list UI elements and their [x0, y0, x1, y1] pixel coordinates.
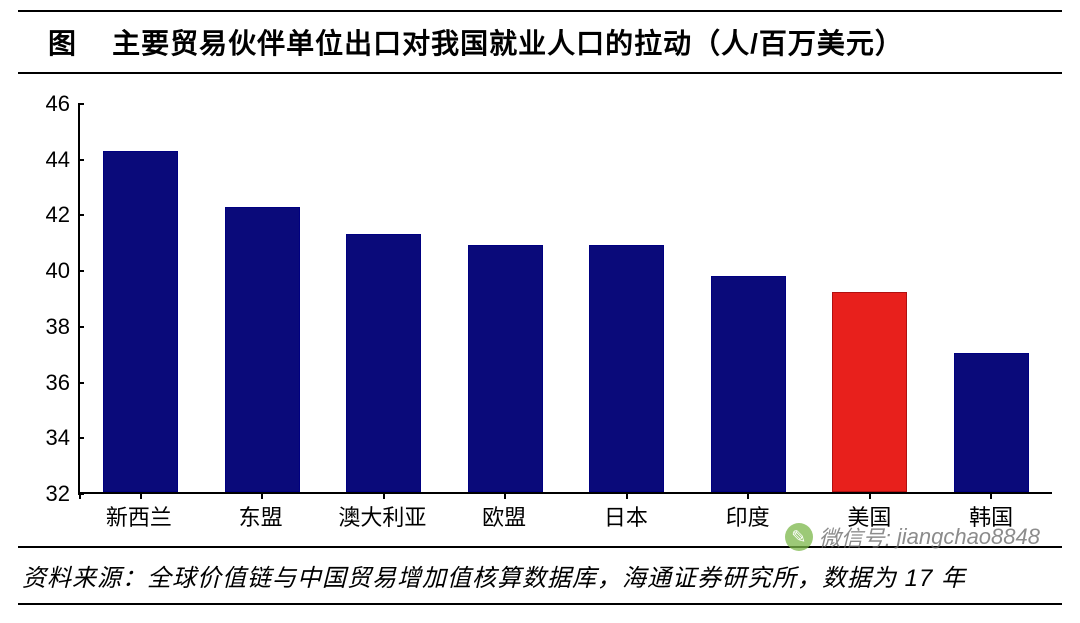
bar — [225, 207, 300, 492]
x-tick-label: 东盟 — [200, 494, 322, 534]
bar-slot — [80, 104, 202, 492]
bar-slot — [202, 104, 324, 492]
y-tick-label: 46 — [46, 91, 70, 117]
plot-area — [78, 104, 1052, 494]
y-axis: 3234363840424446 — [18, 104, 78, 494]
bar-slot — [445, 104, 567, 492]
bar — [103, 151, 178, 492]
footer-text: 资料来源：全球价值链与中国贸易增加值核算数据库，海通证券研究所，数据为 17 年 — [22, 565, 966, 592]
bar — [346, 234, 421, 492]
x-tick-label: 韩国 — [930, 494, 1052, 534]
bar — [832, 292, 907, 492]
bar-slot — [688, 104, 810, 492]
y-tick-label: 42 — [46, 202, 70, 228]
chart-title-block: 图 主要贸易伙伴单位出口对我国就业人口的拉动（人/百万美元） — [18, 10, 1062, 74]
y-tick-label: 44 — [46, 147, 70, 173]
y-tick-label: 38 — [46, 314, 70, 340]
x-tick-label: 印度 — [687, 494, 809, 534]
source-footnote: 资料来源：全球价值链与中国贸易增加值核算数据库，海通证券研究所，数据为 17 年 — [18, 546, 1062, 605]
bar-slot — [566, 104, 688, 492]
y-tick-label: 34 — [46, 425, 70, 451]
y-tick-label: 40 — [46, 258, 70, 284]
bar-slot — [931, 104, 1053, 492]
bar — [468, 245, 543, 492]
bars-container — [80, 104, 1052, 492]
bar — [711, 276, 786, 492]
bar-slot — [809, 104, 931, 492]
chart-area: 3234363840424446 新西兰东盟澳大利亚欧盟日本印度美国韩国 — [18, 104, 1062, 534]
bar-slot — [323, 104, 445, 492]
x-tick-label: 日本 — [565, 494, 687, 534]
x-tick-label: 澳大利亚 — [322, 494, 444, 534]
bar — [954, 353, 1029, 492]
x-tick-label: 新西兰 — [78, 494, 200, 534]
figure-container: 图 主要贸易伙伴单位出口对我国就业人口的拉动（人/百万美元） 32 34 36 38 4… — [0, 0, 1080, 623]
x-axis-labels: 新西兰东盟澳大利亚欧盟日本印度美国韩国 — [78, 494, 1052, 534]
x-tick-label: 美国 — [809, 494, 931, 534]
bar — [589, 245, 664, 492]
y-tick-label: 32 — [46, 481, 70, 507]
title-text: 主要贸易伙伴单位出口对我国就业人口的拉动（人/百万美元） — [112, 28, 904, 59]
y-tick-label: 36 — [46, 370, 70, 396]
x-tick-label: 欧盟 — [443, 494, 565, 534]
title-prefix: 图 — [48, 28, 77, 59]
